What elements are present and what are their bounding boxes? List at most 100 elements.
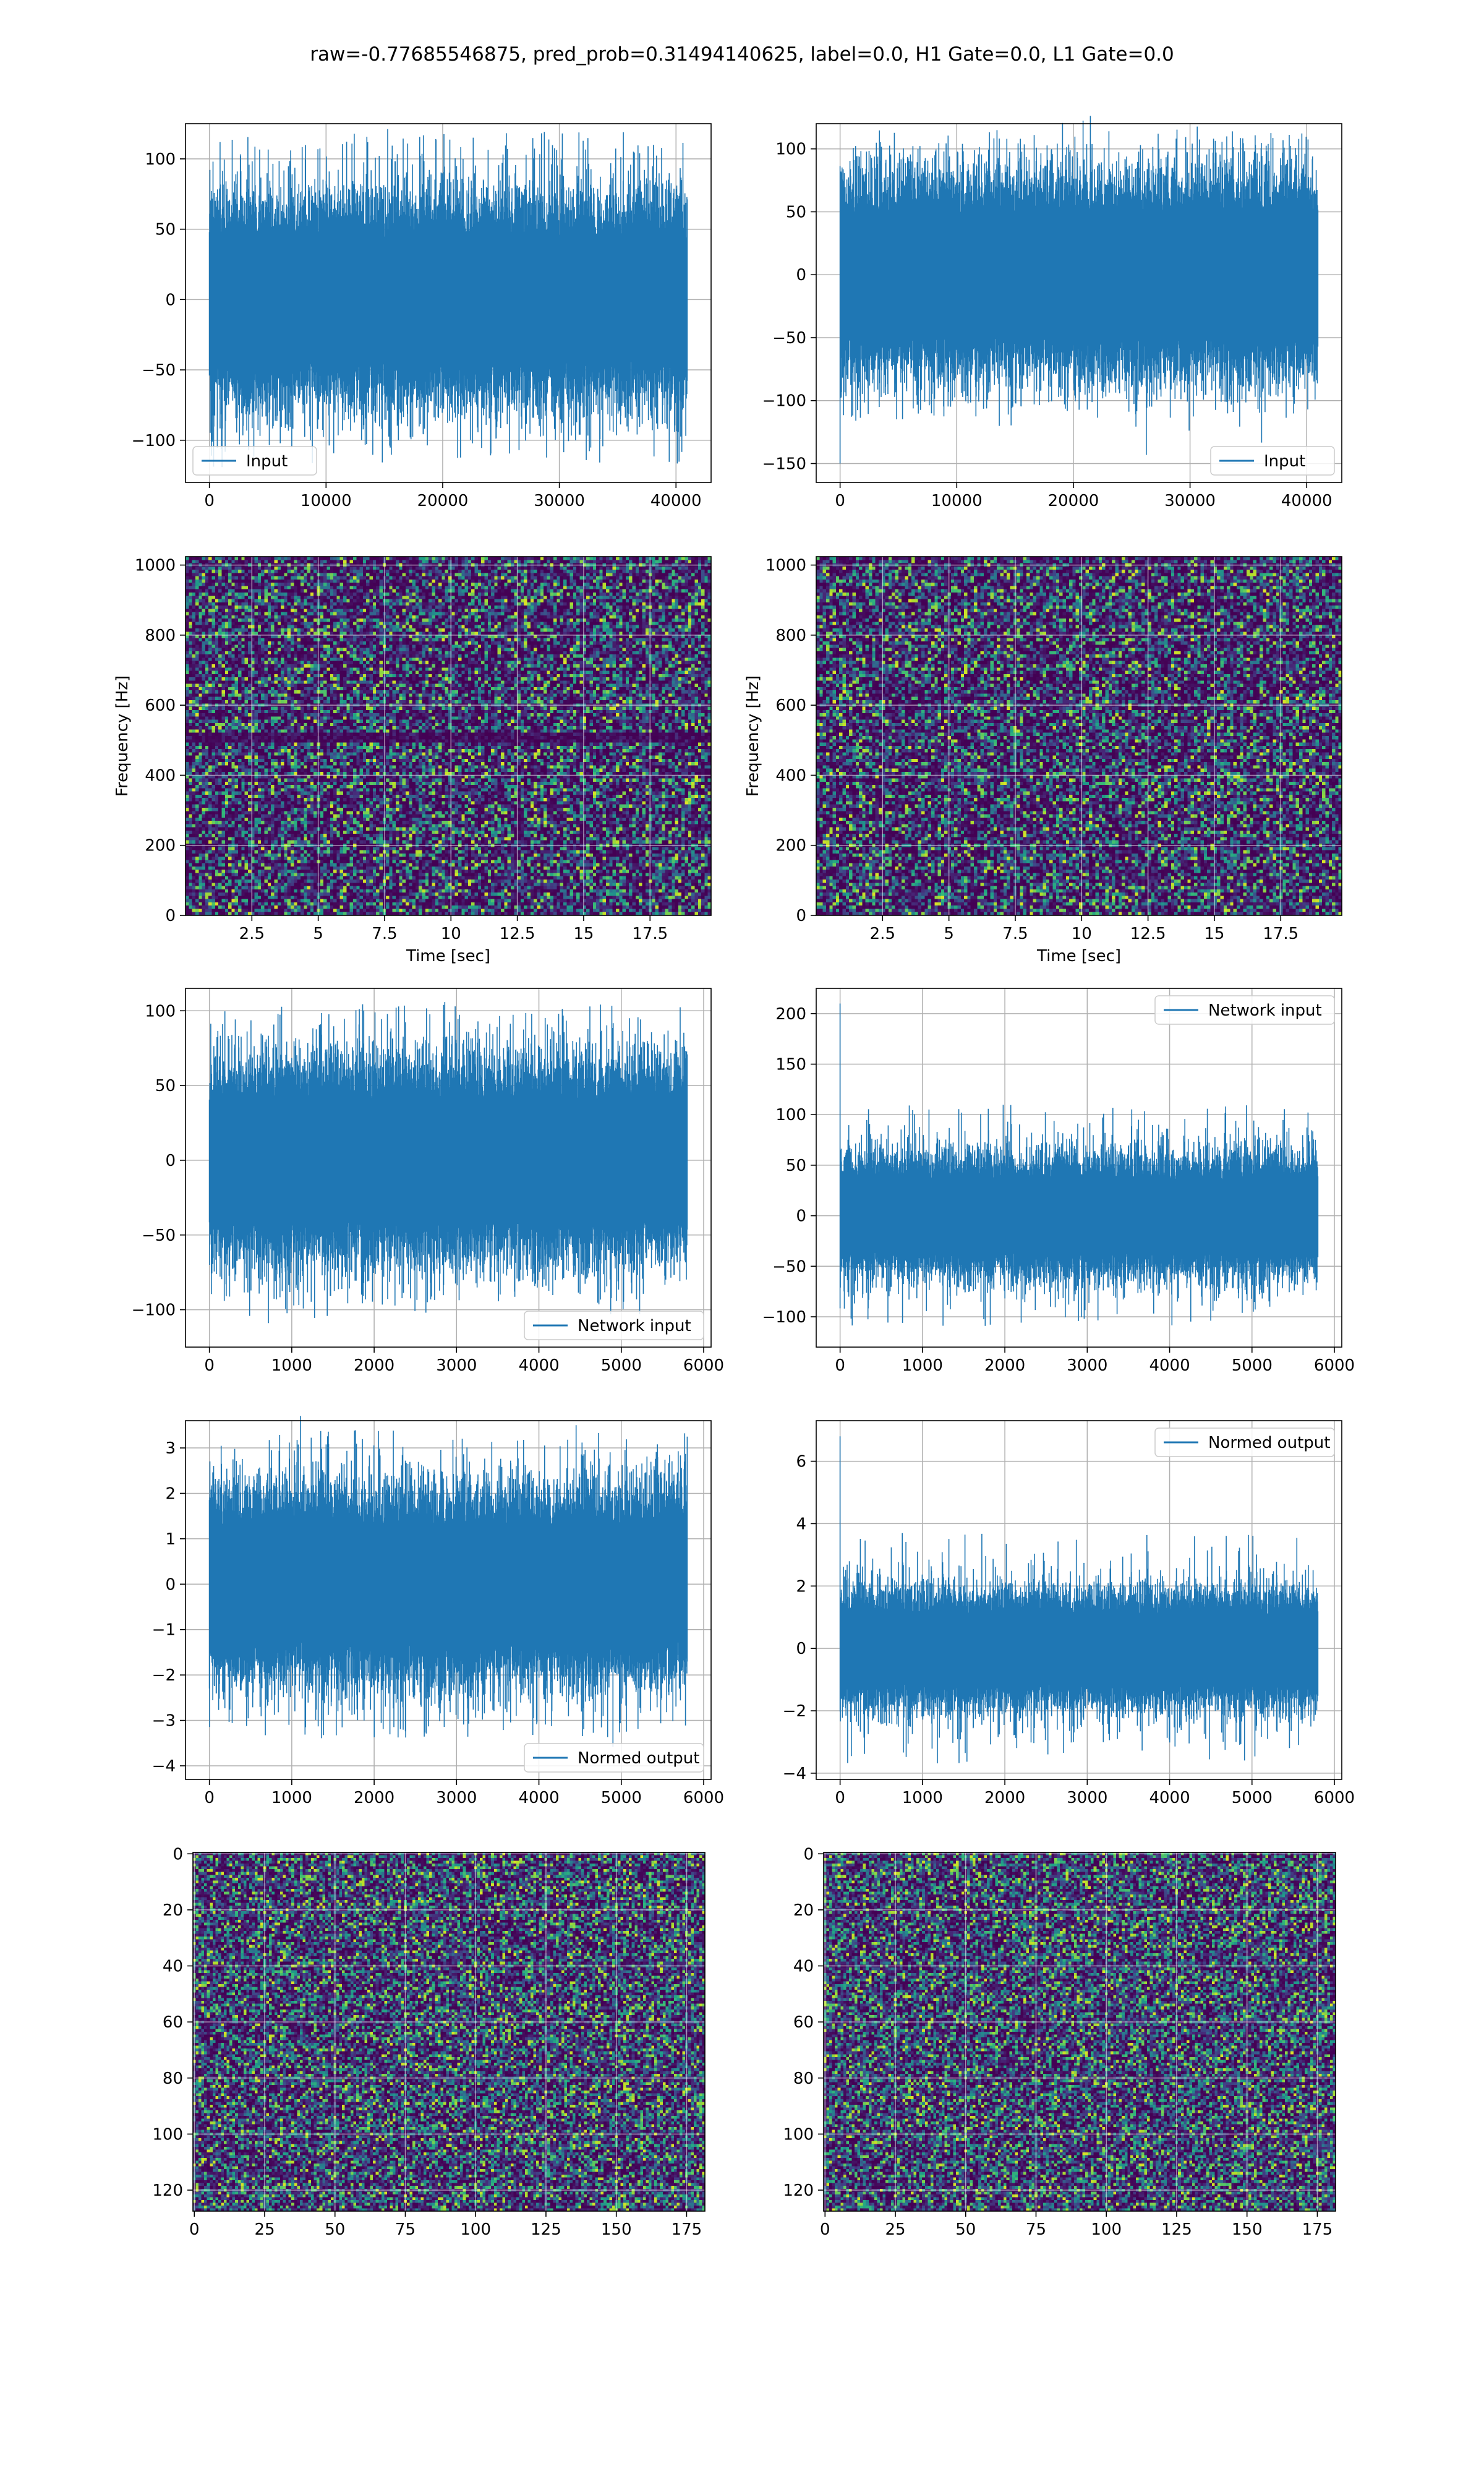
y-tick-label: 100 (152, 2125, 183, 2144)
y-tick-label: −100 (762, 392, 806, 411)
x-tick-label: 6000 (683, 1789, 724, 1807)
x-tick-label: 7.5 (1002, 925, 1028, 943)
input-h1-panel: 0 10000 20000 30000 40000 −100 −50 0 50 100 Input (132, 123, 712, 510)
x-tick-label: 1000 (902, 1356, 943, 1375)
x-tick-label: 3000 (436, 1789, 477, 1807)
x-tick-label: 12.5 (500, 925, 535, 943)
y-tick-label: 400 (775, 766, 806, 785)
y-tick-label: 60 (163, 2013, 183, 2032)
series-line (208, 1002, 688, 1324)
y-tick-label: −50 (772, 329, 806, 348)
x-tick-label: 4000 (1149, 1356, 1190, 1375)
y-tick-label: 120 (783, 2181, 814, 2200)
y-tick-label: 600 (775, 696, 806, 715)
x-tick-label: 75 (395, 2220, 416, 2239)
y-tick-label: 60 (793, 2013, 814, 2032)
y-axis-label: Frequency [Hz] (744, 675, 762, 797)
y-tick-label: 400 (145, 766, 176, 785)
heatmap-cells (186, 557, 711, 915)
legend-box (1154, 995, 1335, 1025)
x-tick-label: 6000 (1314, 1356, 1355, 1375)
legend-box (1210, 446, 1335, 476)
series-line (208, 1416, 688, 1747)
y-tick-label: 100 (775, 1106, 806, 1124)
x-tick-label: 10 (1072, 925, 1092, 943)
y-tick-label: 50 (155, 221, 176, 239)
heatmap-cells (193, 1852, 705, 2211)
x-tick-label: 20000 (1048, 492, 1099, 510)
x-tick-label: 175 (672, 2220, 702, 2239)
y-tick-label: 1 (165, 1530, 176, 1549)
y-tick-label: 200 (145, 837, 176, 855)
y-tick-label: −50 (772, 1257, 806, 1276)
x-tick-label: 0 (189, 2220, 200, 2239)
y-tick-label: 1000 (135, 557, 176, 575)
y-tick-label: 6 (796, 1453, 806, 1471)
y-tick-label: 0 (173, 1845, 183, 1864)
legend-box (192, 446, 317, 476)
y-tick-label: 120 (152, 2181, 183, 2200)
x-tick-label: 0 (820, 2220, 830, 2239)
y-tick-label: 0 (796, 266, 806, 285)
y-tick-label: −1 (152, 1621, 176, 1640)
x-tick-label: 125 (1161, 2220, 1192, 2239)
y-tick-label: 800 (145, 627, 176, 645)
legend-box (524, 1743, 704, 1773)
y-tick-label: 200 (775, 837, 806, 855)
x-tick-label: 100 (460, 2220, 491, 2239)
y-tick-label: 0 (796, 1640, 806, 1658)
legend: Input (1210, 446, 1335, 476)
image-h1-panel: 0 25 50 75 100 125 150 175 0 20 40 60 80 100 120 (152, 1845, 706, 2239)
y-tick-label: 100 (775, 140, 806, 159)
y-tick-label: −50 (142, 361, 176, 380)
y-tick-label: 0 (165, 1152, 176, 1170)
axes-frame (185, 556, 712, 916)
x-tick-label: 5000 (601, 1356, 642, 1375)
y-tick-label: 100 (783, 2125, 814, 2144)
x-tick-label: 17.5 (632, 925, 668, 943)
x-tick-label: 5 (944, 925, 954, 943)
x-tick-label: 5000 (1232, 1356, 1273, 1375)
y-tick-label: 150 (775, 1056, 806, 1074)
y-tick-label: 0 (796, 1207, 806, 1226)
y-tick-label: 0 (803, 1845, 814, 1864)
x-tick-label: 20000 (417, 492, 469, 510)
x-tick-label: 4000 (518, 1789, 559, 1807)
y-tick-label: 4 (796, 1515, 806, 1533)
y-tick-label: 0 (165, 291, 176, 309)
y-tick-label: 200 (775, 1005, 806, 1024)
network-input-h1-panel: 0 1000 2000 3000 4000 5000 6000 −100 −50 0 50 100 Ne… (132, 988, 724, 1375)
x-tick-label: 6000 (1314, 1789, 1355, 1807)
y-tick-label: −150 (762, 455, 806, 473)
legend-label: Normed output (1208, 1434, 1330, 1452)
y-tick-label: −3 (152, 1712, 176, 1731)
figure-title: raw=-0.77685546875, pred_prob=0.31494140… (310, 43, 1174, 66)
x-tick-label: 125 (531, 2220, 561, 2239)
series-line (839, 116, 1319, 464)
x-axis-label: Time [sec] (1036, 947, 1121, 965)
x-tick-label: 2000 (984, 1356, 1025, 1375)
y-tick-label: 0 (796, 907, 806, 925)
y-tick-label: 40 (163, 1958, 183, 1976)
legend-label: Input (1264, 452, 1305, 471)
x-tick-label: 15 (573, 925, 594, 943)
y-tick-label: 50 (786, 203, 806, 221)
y-tick-label: 3 (165, 1439, 176, 1458)
x-tick-label: 40000 (650, 492, 702, 510)
x-tick-label: 10 (441, 925, 461, 943)
x-tick-label: 75 (1026, 2220, 1046, 2239)
axes-frame (185, 1420, 712, 1780)
legend: Normed output (524, 1743, 704, 1773)
y-tick-label: 80 (163, 2070, 183, 2088)
normed-output-l1-panel: 0 1000 2000 3000 4000 5000 6000 −4 −2 0 2 4 6 Normed … (783, 1420, 1355, 1807)
x-tick-label: 30000 (534, 492, 585, 510)
x-tick-label: 50 (955, 2220, 976, 2239)
y-tick-label: 0 (165, 907, 176, 925)
legend: Normed output (1154, 1427, 1335, 1457)
x-tick-label: 2000 (354, 1789, 394, 1807)
x-tick-label: 150 (1232, 2220, 1263, 2239)
y-tick-label: −4 (783, 1765, 806, 1783)
input-l1-panel: 0 10000 20000 30000 40000 −150 −100 −50 0 50 100 In… (762, 116, 1342, 510)
y-tick-label: 2 (796, 1577, 806, 1596)
axes-frame (823, 1852, 1336, 2212)
